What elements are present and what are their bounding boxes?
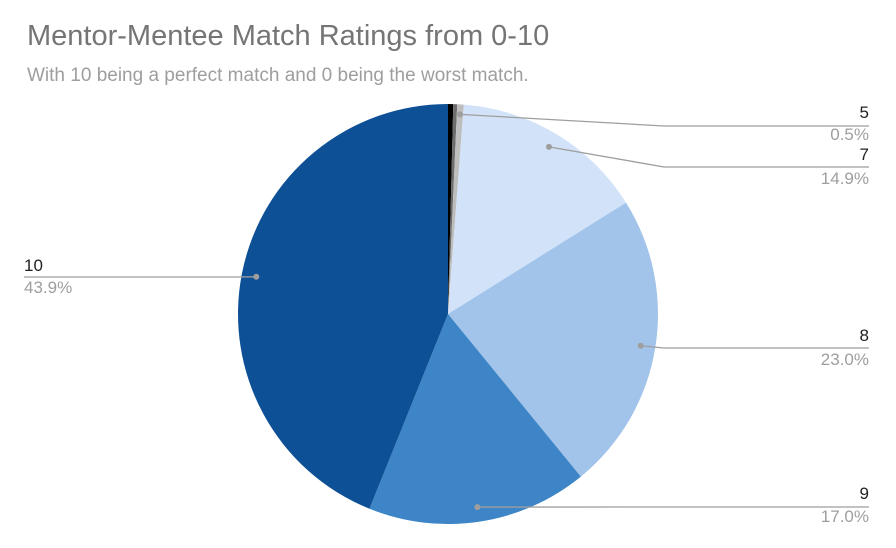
chart-subtitle: With 10 being a perfect match and 0 bein…: [27, 65, 529, 86]
leader-line-7: [548, 146, 869, 168]
slice-7: [448, 104, 627, 314]
slice-minor-1: [448, 104, 458, 315]
leader-dot-9: [474, 504, 481, 511]
slice-label-5: 5: [860, 103, 869, 122]
slice-label-8: 8: [860, 326, 869, 345]
slice-10: [237, 104, 448, 509]
slice-percent-8: 23.0%: [821, 350, 869, 369]
slice-label-10: 10: [24, 256, 43, 275]
slice-percent-9: 17.0%: [821, 507, 869, 526]
leader-line-5: [459, 113, 869, 127]
slice-percent-7: 14.9%: [821, 169, 869, 188]
slice-label-9: 9: [860, 484, 869, 503]
leader-dot-7: [545, 143, 552, 150]
leader-dot-5: [456, 111, 463, 118]
slice-minor-0: [448, 104, 454, 314]
slice-label-7: 7: [860, 145, 869, 164]
slice-percent-10: 43.9%: [24, 278, 72, 297]
chart-title: Mentor-Mentee Match Ratings from 0-10: [27, 20, 550, 52]
leader-dot-8: [637, 342, 644, 349]
slice-8: [448, 202, 658, 477]
slice-percent-5: 0.5%: [830, 125, 869, 144]
leader-line-8: [640, 345, 869, 349]
slice-9: [369, 314, 581, 524]
slice-5: [448, 104, 464, 314]
leader-dot-10: [253, 273, 260, 280]
